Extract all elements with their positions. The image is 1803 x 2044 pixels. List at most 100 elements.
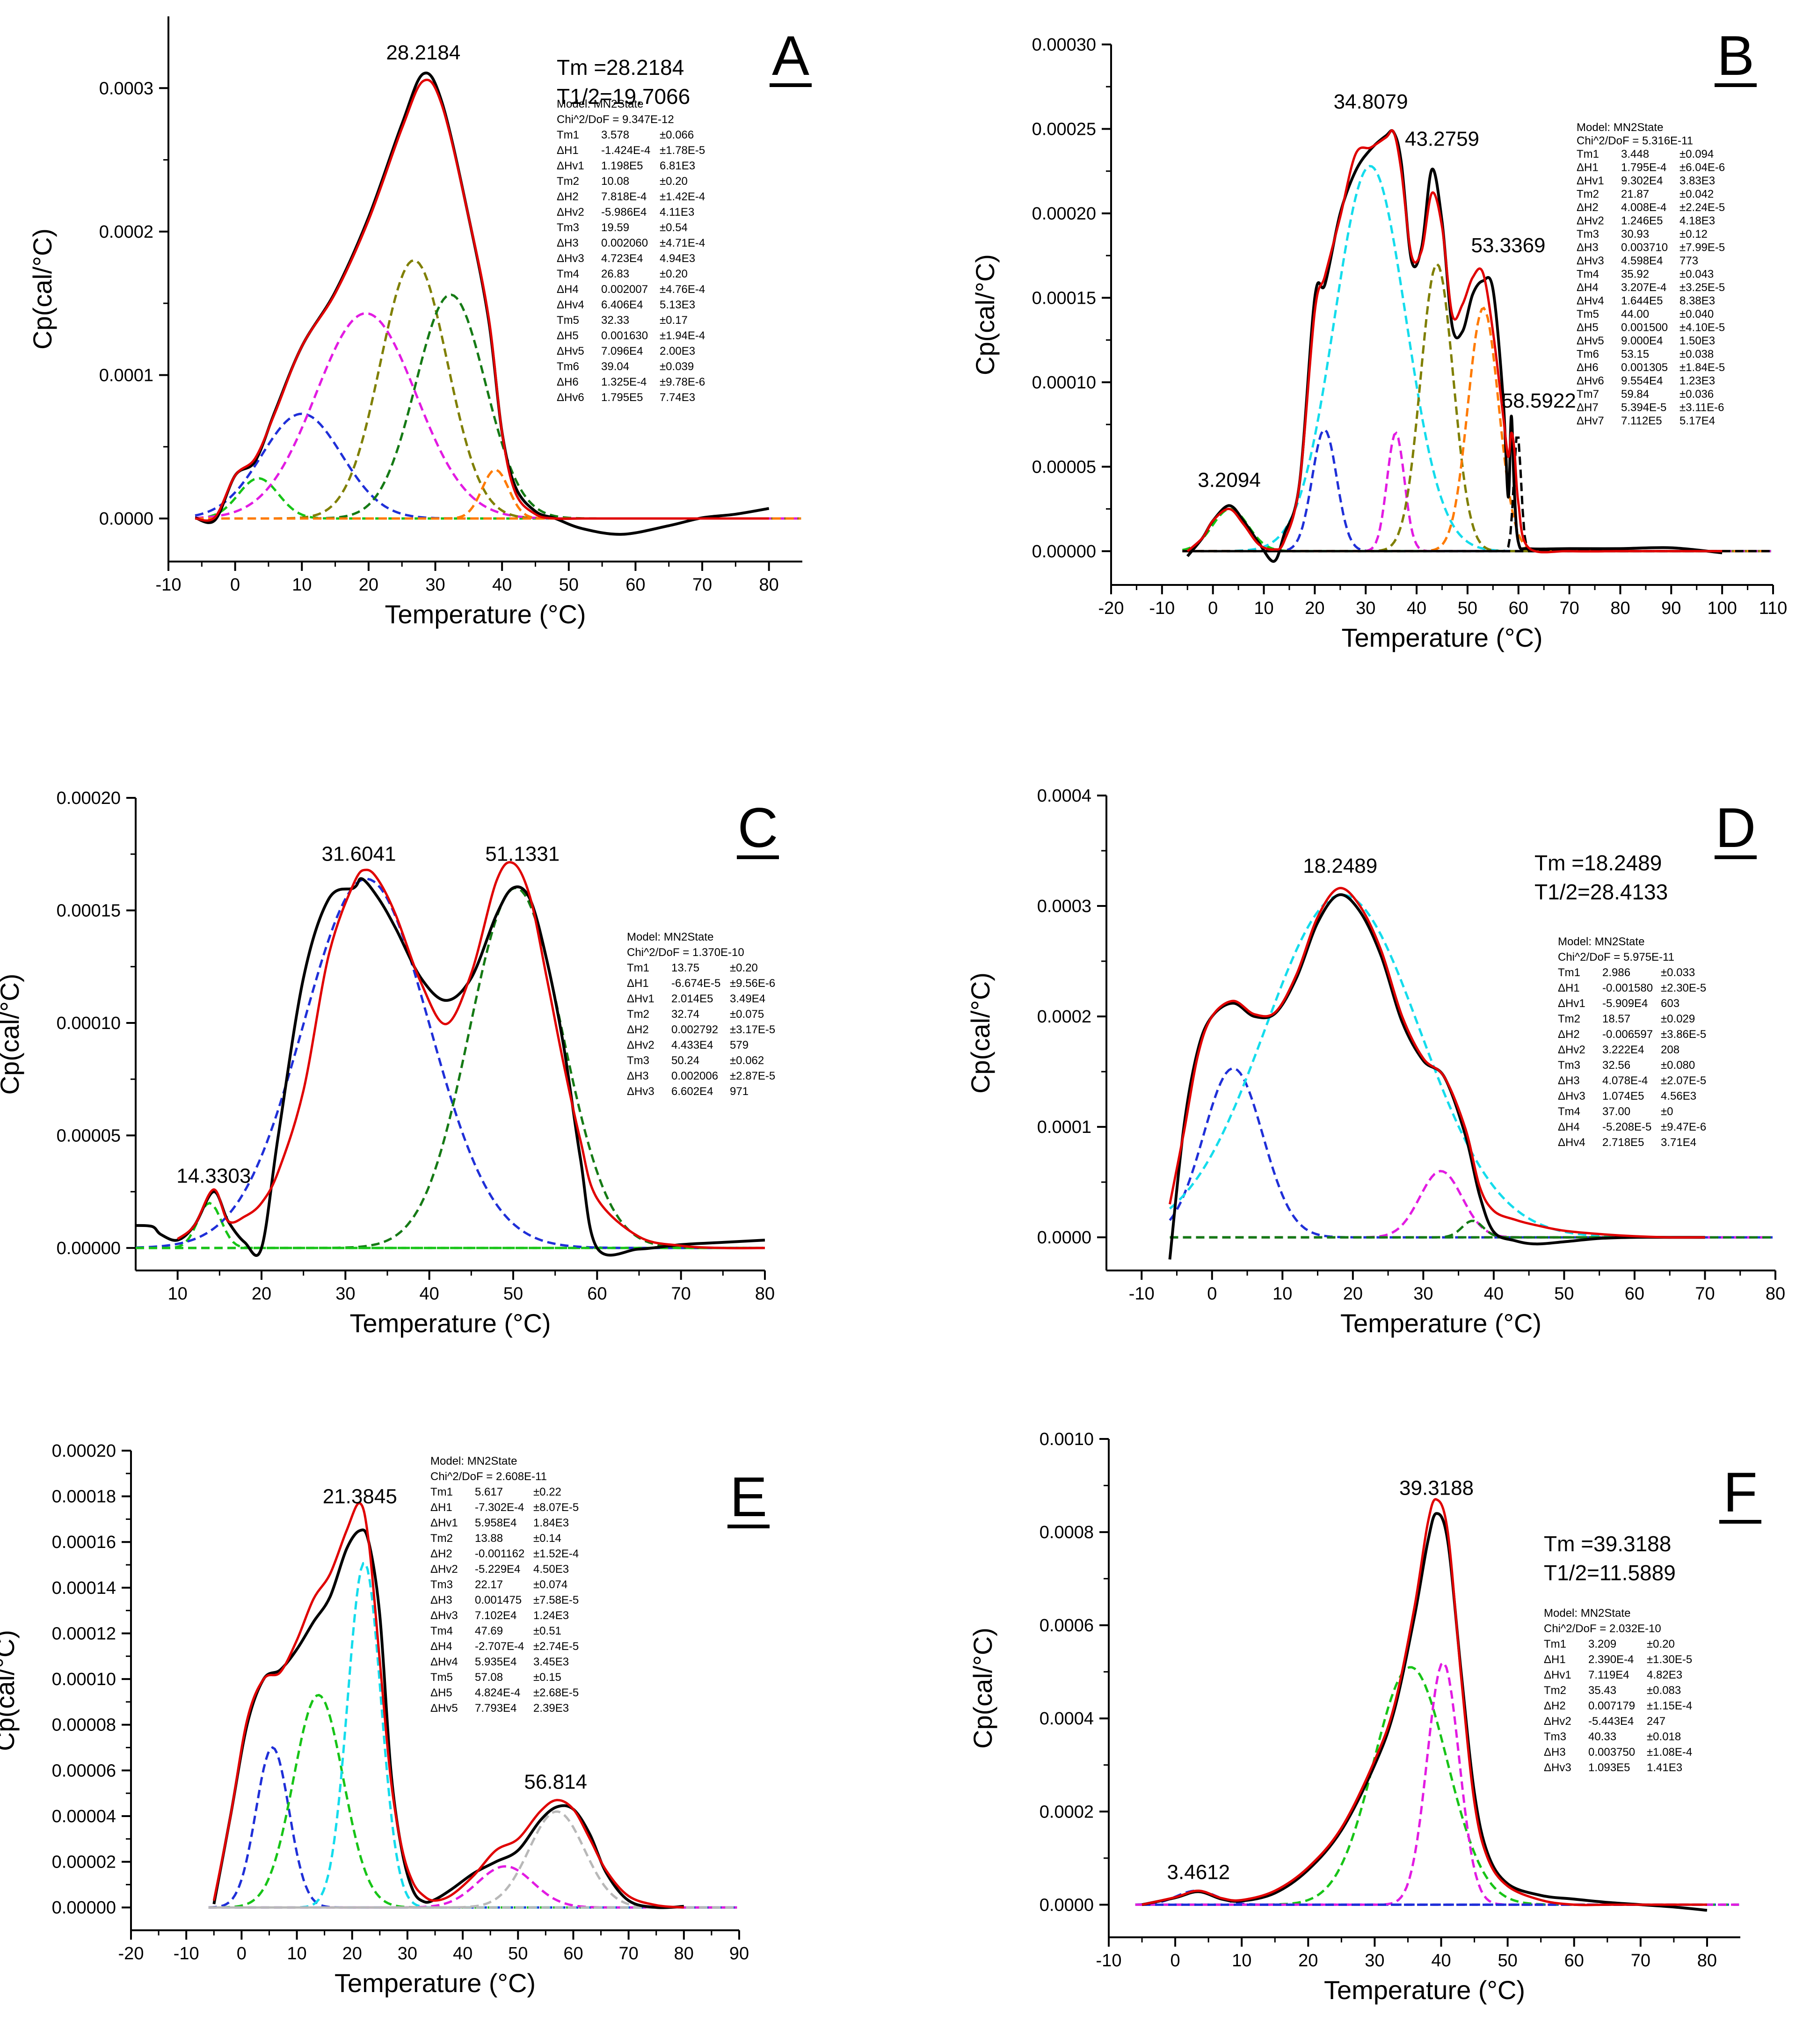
param-name: ΔH1 xyxy=(557,144,579,157)
y-tick-label: 0.00030 xyxy=(1032,35,1096,55)
param-value: 40.33 xyxy=(1588,1730,1616,1743)
panel-label: A xyxy=(772,24,809,87)
param-error: 5.13E3 xyxy=(660,299,695,311)
peak-label: 53.3369 xyxy=(1471,234,1545,257)
model-name: Model: MN2State xyxy=(1577,121,1663,134)
param-name: Tm1 xyxy=(557,129,579,141)
chi-square: Chi^2/DoF = 5.975E-11 xyxy=(1558,951,1674,964)
param-value: 3.578 xyxy=(601,129,629,141)
y-tick-label: 0.00020 xyxy=(1032,204,1096,224)
x-tick-label: 30 xyxy=(1365,1951,1384,1971)
peak-label: 31.6041 xyxy=(321,843,396,866)
param-error: ±1.08E-4 xyxy=(1647,1746,1692,1759)
param-error: ±2.24E-5 xyxy=(1679,201,1725,214)
x-tick-label: 60 xyxy=(625,575,645,595)
param-error: ±0.20 xyxy=(660,268,688,280)
param-name: ΔHv2 xyxy=(627,1039,654,1051)
model-name: Model: MN2State xyxy=(1544,1607,1630,1620)
component-curve xyxy=(1135,1661,1739,1906)
x-tick-label: 100 xyxy=(1707,599,1737,618)
param-error: 4.18E3 xyxy=(1679,215,1715,227)
param-name: ΔH4 xyxy=(557,283,579,296)
param-value: 3.222E4 xyxy=(1602,1044,1644,1056)
panel-label: E xyxy=(730,1466,767,1528)
component-curve xyxy=(1135,1889,1739,1906)
param-error: ±0.14 xyxy=(533,1532,561,1545)
param-error: 971 xyxy=(730,1085,749,1098)
param-value: 7.102E4 xyxy=(475,1609,516,1622)
param-value: 7.119E4 xyxy=(1588,1669,1629,1681)
param-value: 13.88 xyxy=(475,1532,503,1545)
param-value: 1.795E5 xyxy=(601,391,643,404)
param-value: 7.818E-4 xyxy=(601,190,647,203)
fit-total-curve xyxy=(1186,129,1723,554)
y-axis-label: Cp(cal/°C) xyxy=(28,228,57,350)
x-tick-label: 90 xyxy=(1661,599,1681,618)
param-name: ΔH3 xyxy=(1544,1746,1566,1759)
param-value: 13.75 xyxy=(671,962,699,974)
x-tick-label: 80 xyxy=(755,1284,775,1304)
peak-label: 43.2759 xyxy=(1405,128,1479,151)
param-error: ±0.029 xyxy=(1661,1013,1695,1025)
param-error: ±0.51 xyxy=(533,1625,561,1637)
y-tick-label: 0.0010 xyxy=(1040,1430,1094,1449)
param-name: Tm4 xyxy=(1558,1105,1580,1118)
x-tick-label: 80 xyxy=(1697,1951,1717,1971)
param-value: 4.008E-4 xyxy=(1621,201,1666,214)
param-name: ΔHv4 xyxy=(1558,1136,1585,1149)
param-error: 4.82E3 xyxy=(1647,1669,1682,1681)
param-name: Tm6 xyxy=(557,360,579,373)
x-tick-label: 0 xyxy=(1170,1951,1180,1971)
param-error: ±0.040 xyxy=(1679,308,1714,321)
param-name: Tm2 xyxy=(1577,188,1599,201)
param-value: 32.74 xyxy=(671,1008,699,1021)
peak-label: 18.2489 xyxy=(1303,854,1377,877)
param-name: Tm1 xyxy=(1558,966,1580,979)
x-tick-label: 40 xyxy=(453,1944,473,1964)
param-value: 2.014E5 xyxy=(671,993,713,1005)
param-error: ±0.075 xyxy=(730,1008,764,1021)
param-error: ±2.87E-5 xyxy=(730,1070,775,1082)
y-tick-label: 0.0001 xyxy=(99,365,153,385)
param-value: -6.674E-5 xyxy=(671,977,720,990)
param-name: ΔH5 xyxy=(430,1686,452,1699)
x-tick-label: -20 xyxy=(118,1944,144,1964)
y-tick-label: 0.00010 xyxy=(57,1014,121,1033)
x-tick-label: 60 xyxy=(563,1944,583,1964)
param-error: ±0.036 xyxy=(1679,388,1714,401)
model-name: Model: MN2State xyxy=(557,98,643,110)
x-tick-label: 30 xyxy=(425,575,445,595)
param-name: Tm1 xyxy=(1544,1638,1566,1650)
param-error: ±2.30E-5 xyxy=(1661,982,1706,994)
param-value: 5.394E-5 xyxy=(1621,402,1666,414)
param-name: ΔHv4 xyxy=(430,1656,458,1668)
x-tick-label: 70 xyxy=(1695,1284,1715,1304)
param-error: 6.81E3 xyxy=(660,160,695,172)
param-name: ΔH3 xyxy=(557,237,579,249)
param-error: ±0.018 xyxy=(1647,1730,1681,1743)
y-tick-label: 0.00016 xyxy=(52,1533,116,1552)
param-name: ΔHv5 xyxy=(430,1702,458,1715)
param-value: 7.096E4 xyxy=(601,345,643,358)
param-name: Tm1 xyxy=(627,962,649,974)
panel-label: C xyxy=(738,796,778,859)
param-value: 47.69 xyxy=(475,1625,503,1637)
chart-panel-a: -10 0 10 20 30 40 50 60 70 80 0.0000 0.0001 0.0002 0.… xyxy=(28,16,812,629)
param-name: ΔH1 xyxy=(430,1501,452,1514)
param-name: ΔH4 xyxy=(1577,281,1599,294)
param-value: -5.909E4 xyxy=(1602,997,1648,1010)
x-tick-label: 30 xyxy=(1356,599,1375,618)
param-error: ±0.074 xyxy=(533,1578,567,1591)
param-error: 1.50E3 xyxy=(1679,335,1715,347)
param-name: ΔH3 xyxy=(627,1070,649,1082)
param-value: 4.598E4 xyxy=(1621,255,1663,267)
y-tick-label: 0.0002 xyxy=(1040,1802,1094,1822)
param-value: 0.001630 xyxy=(601,329,648,342)
param-error: ±4.76E-4 xyxy=(660,283,705,296)
param-error: ±0.20 xyxy=(660,175,688,188)
param-name: Tm2 xyxy=(557,175,579,188)
param-name: ΔH6 xyxy=(557,376,579,388)
param-error: ±0.12 xyxy=(1679,228,1708,241)
x-tick-label: 70 xyxy=(671,1284,691,1304)
